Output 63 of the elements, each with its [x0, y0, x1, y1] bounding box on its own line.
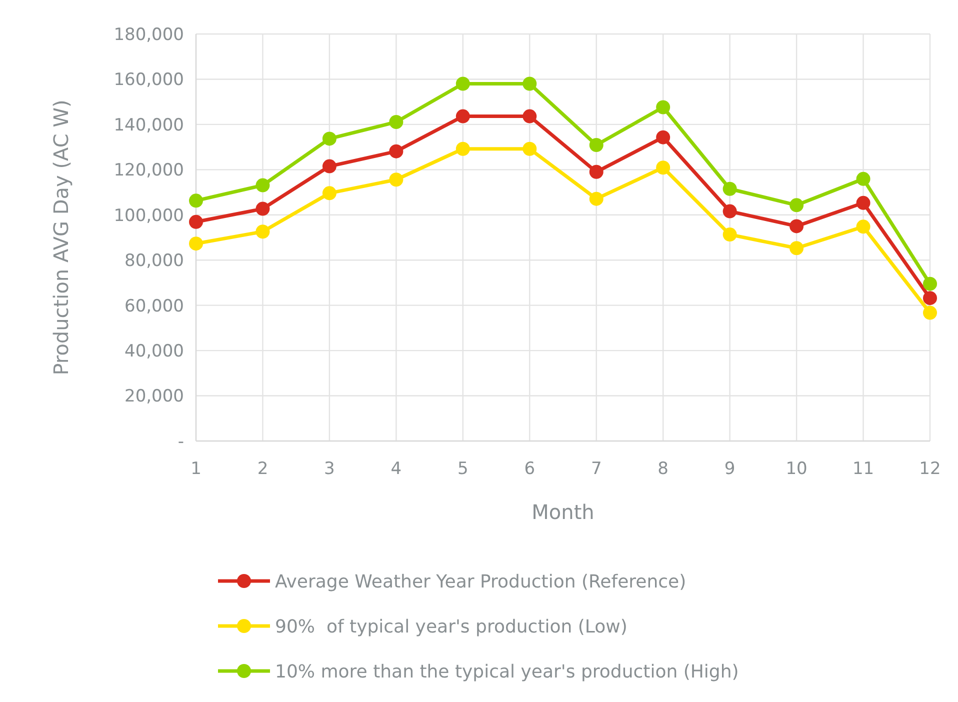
y-tick-label: 40,000	[124, 342, 184, 362]
point	[923, 291, 937, 306]
point	[790, 241, 804, 256]
x-tick-label: 5	[457, 459, 468, 479]
point	[389, 172, 404, 187]
x-tick-label: 11	[852, 459, 874, 479]
x-tick-label: 2	[257, 459, 268, 479]
y-tick-label: 20,000	[124, 386, 184, 407]
point	[322, 186, 336, 200]
point	[589, 192, 604, 206]
x-tick-label: 10	[786, 459, 808, 479]
point	[522, 76, 537, 91]
x-tick-label: 4	[390, 459, 402, 479]
point	[389, 144, 404, 158]
point	[589, 138, 604, 152]
point	[790, 198, 804, 212]
x-tick-label: 3	[324, 459, 335, 479]
legend-label: Average Weather Year Production (Reference)	[275, 571, 686, 592]
x-tick-label: 8	[658, 459, 669, 479]
point	[722, 228, 737, 242]
point	[656, 160, 670, 175]
point	[189, 236, 203, 251]
legend-label: 90% of typical year's production (Low)	[275, 616, 628, 638]
y-tick-label: 100,000	[114, 206, 184, 226]
point	[456, 109, 470, 124]
point	[589, 164, 604, 179]
point	[856, 196, 870, 210]
y-tick-label: 120,000	[114, 160, 184, 181]
point	[923, 276, 937, 291]
point	[389, 114, 404, 129]
point	[722, 182, 737, 196]
x-tick-label: 7	[590, 459, 602, 479]
x-tick-label: 9	[724, 459, 736, 479]
y-tick-label: 80,000	[124, 251, 184, 272]
point	[522, 109, 537, 124]
y-tick-label: 160,000	[114, 70, 184, 90]
y-tick-label: 140,000	[114, 115, 184, 136]
point	[856, 172, 870, 186]
y-tick-label: -	[178, 432, 184, 452]
y-tick-label: 180,000	[114, 24, 184, 45]
point	[656, 100, 670, 114]
point	[456, 142, 470, 156]
y-axis-title: Production AVG Day (AC W)	[49, 100, 73, 376]
legend-label: 10% more than the typical year's production (High)	[275, 661, 739, 682]
x-tick-label: 12	[919, 459, 941, 479]
point	[722, 204, 737, 218]
point	[656, 130, 670, 144]
point	[456, 76, 470, 91]
point	[189, 194, 203, 208]
y-tick-label: 60,000	[124, 296, 184, 316]
point	[856, 220, 870, 234]
point	[522, 142, 537, 156]
point	[256, 202, 270, 216]
x-tick-label: 6	[524, 459, 536, 479]
point	[790, 219, 804, 234]
point	[322, 159, 336, 174]
x-tick-label: 1	[190, 459, 202, 479]
x-axis-title: Month	[532, 500, 594, 524]
point	[923, 306, 937, 320]
point	[256, 178, 270, 192]
point	[256, 224, 270, 239]
point	[322, 132, 336, 146]
point	[189, 214, 203, 229]
